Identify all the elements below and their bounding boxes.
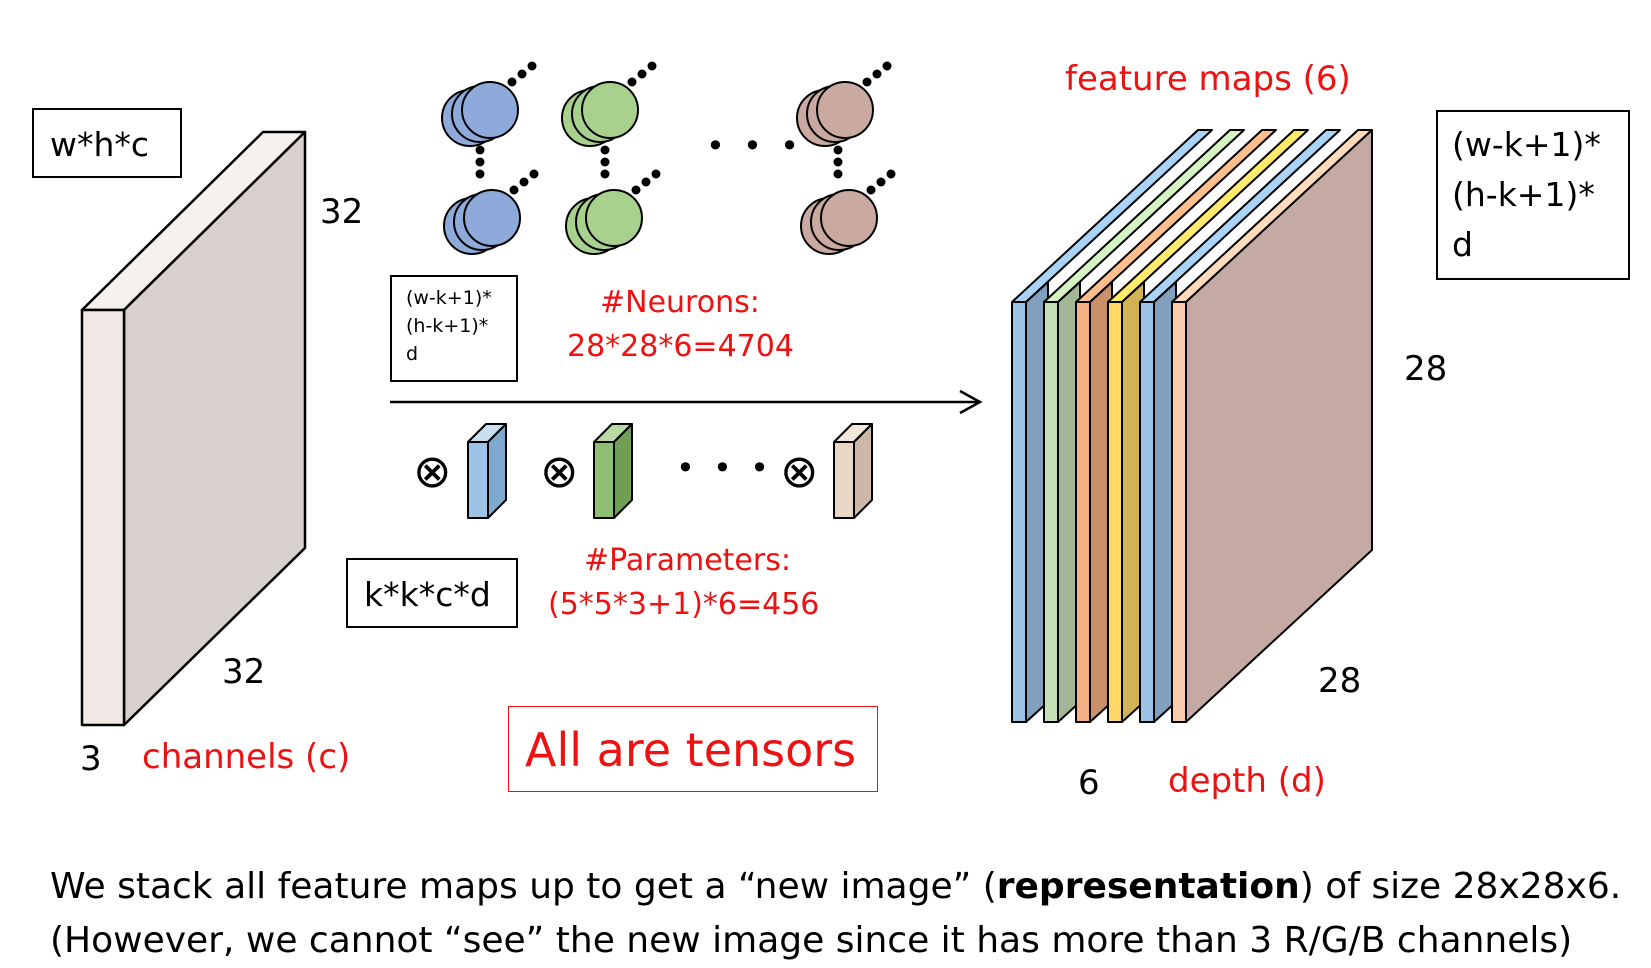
neuron-vertical-dot [833,145,843,155]
neuron-stack-green-top [561,61,657,147]
output-depth-num: 6 [1078,763,1100,803]
output-width-label: 28 [1318,661,1362,701]
feature-maps-label: feature maps (6) [1065,59,1351,99]
input-height-label: 32 [320,192,364,232]
kernel-green [593,423,633,519]
output-dims-small-line1: (w-k+1)* [406,287,492,309]
output-dims-line2: (h-k+1)* [1452,175,1595,214]
caption-line1-post: ) of size 28x28x6. [1299,866,1622,907]
caption-line1: We stack all feature maps up to get a “n… [50,860,1630,914]
input-dims-box: w*h*c [32,108,182,178]
kernel-dims-box: k*k*c*d [346,558,518,628]
output-dims-line3: d [1452,225,1473,264]
neuron-vertical-dot [475,157,485,167]
neuron-vertical-dot [600,145,610,155]
neuron-vertical-dot [833,169,843,179]
kernel-ellipsis: • • • [676,449,773,487]
neuron-stack-green-bottom [565,169,661,255]
input-channels-label: channels (c) [142,737,351,777]
conv-symbol-2: ⊗ [540,444,579,498]
input-tensor-side [122,130,307,727]
params-formula: (5*5*3+1)*6=456 [548,587,820,622]
caption-line2: (However, we cannot “see” the new image … [50,920,1573,961]
input-tensor-front [80,308,126,727]
input-tensor [80,130,307,727]
neuron-stack-blue-bottom [443,169,539,255]
output-dims-small-line2: (h-k+1)* [406,315,489,337]
neuron-stack-blue-top [441,61,537,147]
feature-map-4 [1107,129,1309,723]
caption-line1-pre: We stack all feature maps up to get a “n… [50,866,997,907]
neuron-stack-brown-top [796,61,892,147]
neuron-vertical-dot [600,169,610,179]
output-height-label: 28 [1404,349,1448,389]
neurons-formula: 28*28*6=4704 [567,329,794,364]
kernel-blue [467,423,507,519]
neuron-groups [441,61,896,255]
kernel-dims-text: k*k*c*d [364,575,491,614]
neuron-stack-brown-bottom [800,169,896,255]
feature-map-2 [1043,129,1245,723]
feature-map-3 [1075,129,1277,723]
output-dims-line1: (w-k+1)* [1452,125,1601,164]
neuron-vertical-dot [475,169,485,179]
output-dims-box: (w-k+1)* (h-k+1)* d [1436,110,1630,280]
feature-map-stack [1011,129,1373,723]
kernel-beige [833,423,873,519]
feature-map-5 [1139,129,1341,723]
output-dims-small-line3: d [406,343,419,365]
output-depth-label: depth (d) [1168,761,1326,801]
tensors-note-box: All are tensors [508,706,878,792]
feature-map-1 [1011,129,1213,723]
neuron-vertical-dot [600,157,610,167]
neuron-ellipsis: • • • [706,127,803,165]
conv-arrow [390,389,983,415]
input-dims-text: w*h*c [50,125,150,164]
conv-symbol-3: ⊗ [780,444,819,498]
input-channels-num: 3 [80,739,102,779]
tensors-note-text: All are tensors [525,723,857,777]
neuron-vertical-dot [475,145,485,155]
neurons-title: #Neurons: [600,285,760,320]
caption: We stack all feature maps up to get a “n… [50,860,1630,968]
caption-line1-bold: representation [996,866,1300,907]
conv-symbol-1: ⊗ [413,444,452,498]
params-title: #Parameters: [584,543,791,578]
neuron-vertical-dot [833,157,843,167]
feature-map-6 [1171,129,1373,723]
output-dims-small-box: (w-k+1)* (h-k+1)* d [390,275,518,382]
input-width-label: 32 [222,652,266,692]
